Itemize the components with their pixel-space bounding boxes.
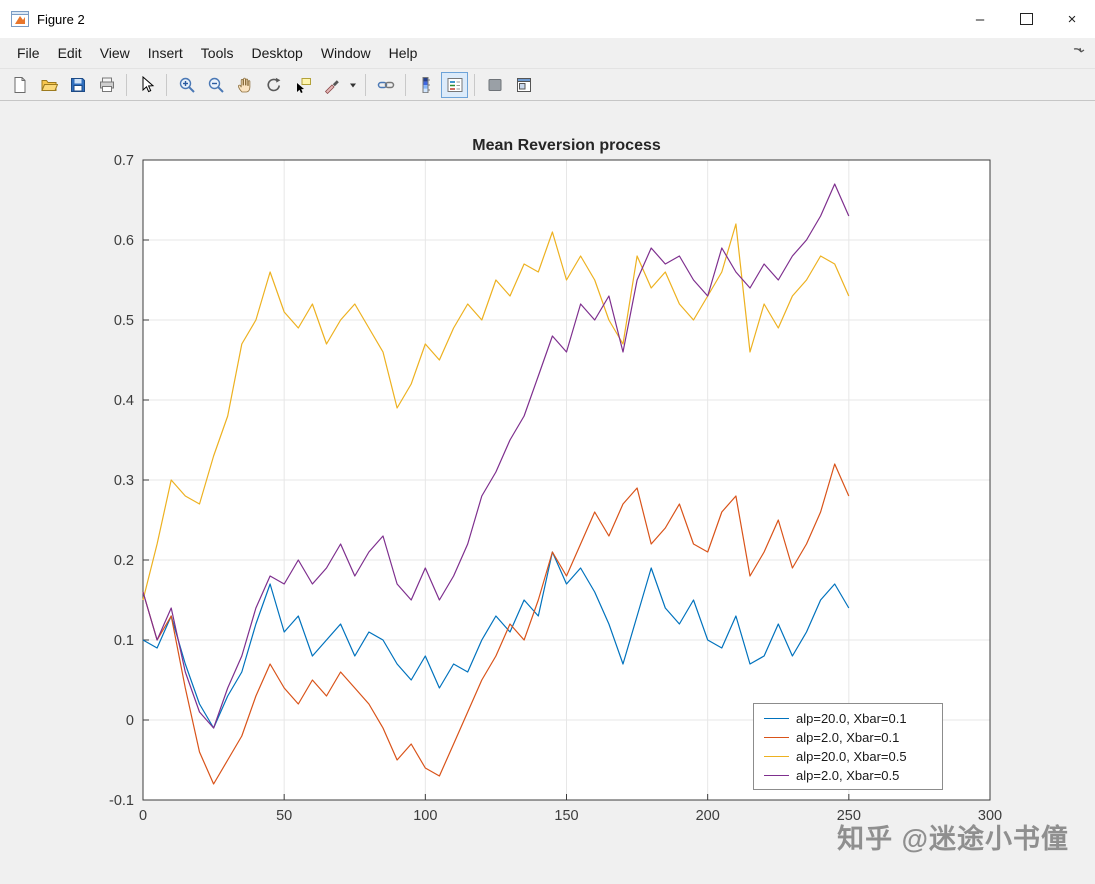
brush-data-button[interactable] <box>318 72 345 98</box>
brush-icon <box>324 79 339 94</box>
legend-label: alp=2.0, Xbar=0.5 <box>796 768 900 783</box>
svg-text:0.6: 0.6 <box>114 233 134 249</box>
hide-plot-tools-icon <box>488 78 501 91</box>
toolbar-separator <box>474 73 475 96</box>
menu-view[interactable]: View <box>99 45 130 61</box>
hand-pan-icon <box>237 77 250 92</box>
close-button[interactable]: × <box>1049 0 1095 38</box>
menubar-overflow-icon[interactable] <box>1071 44 1087 60</box>
brush-dropdown-button[interactable] <box>347 72 359 98</box>
legend-line-swatch <box>764 756 789 757</box>
rotate-3d-icon <box>266 77 280 91</box>
print-figure-button[interactable] <box>93 72 120 98</box>
svg-text:0: 0 <box>126 713 134 729</box>
menu-tools[interactable]: Tools <box>200 45 234 61</box>
open-file-button[interactable] <box>35 72 62 98</box>
link-chain-icon <box>377 81 394 88</box>
toolbar-separator <box>166 73 167 96</box>
maximize-button[interactable] <box>1003 0 1049 38</box>
series-line-1 <box>142 463 850 785</box>
plot-title: Mean Reversion process <box>472 137 661 154</box>
hide-plot-tools-button[interactable] <box>481 72 508 98</box>
svg-text:0.4: 0.4 <box>114 393 134 409</box>
menu-help[interactable]: Help <box>388 45 418 61</box>
legend-icon <box>447 77 462 92</box>
svg-text:100: 100 <box>413 808 437 824</box>
pan-button[interactable] <box>231 72 258 98</box>
legend[interactable]: alp=20.0, Xbar=0.1 alp=2.0, Xbar=0.1 alp… <box>753 703 943 790</box>
figure-canvas: 0 50 100 150 200 250 300 -0.1 0 0.1 0.2 0.3 0.4 0.5 0.… <box>0 101 1095 884</box>
save-figure-button[interactable] <box>64 72 91 98</box>
series-line-0 <box>142 551 850 729</box>
legend-label: alp=2.0, Xbar=0.1 <box>796 730 900 745</box>
legend-label: alp=20.0, Xbar=0.5 <box>796 749 907 764</box>
data-cursor-icon <box>296 77 311 93</box>
svg-text:0.5: 0.5 <box>114 313 134 329</box>
data-cursor-button[interactable] <box>289 72 316 98</box>
printer-icon <box>99 77 114 92</box>
svg-text:0.1: 0.1 <box>114 633 134 649</box>
svg-text:-0.1: -0.1 <box>109 793 134 809</box>
titlebar: Figure 2 – × <box>0 0 1095 38</box>
window-title: Figure 2 <box>37 11 85 27</box>
series-line-3 <box>142 183 850 729</box>
figure-toolbar <box>0 68 1095 101</box>
zoom-out-icon <box>208 77 224 93</box>
menu-desktop[interactable]: Desktop <box>251 45 303 61</box>
legend-entry: alp=2.0, Xbar=0.5 <box>754 766 942 785</box>
chevron-down-icon <box>350 83 356 87</box>
svg-text:0: 0 <box>139 808 147 824</box>
zoom-out-button[interactable] <box>202 72 229 98</box>
zoom-in-button[interactable] <box>173 72 200 98</box>
insert-colorbar-button[interactable] <box>412 72 439 98</box>
minimize-button[interactable]: – <box>957 0 1003 38</box>
legend-entry: alp=20.0, Xbar=0.1 <box>754 709 942 728</box>
new-document-icon <box>14 76 25 93</box>
svg-text:0.2: 0.2 <box>114 553 134 569</box>
svg-text:200: 200 <box>696 808 720 824</box>
zoom-in-icon <box>179 77 195 93</box>
dock-figure-button[interactable] <box>510 72 537 98</box>
new-figure-button[interactable] <box>6 72 33 98</box>
legend-line-swatch <box>764 737 789 738</box>
save-floppy-icon <box>70 77 85 92</box>
menu-file[interactable]: File <box>17 45 40 61</box>
link-plot-button[interactable] <box>372 72 399 98</box>
menu-window[interactable]: Window <box>320 45 371 61</box>
legend-entry: alp=20.0, Xbar=0.5 <box>754 747 942 766</box>
svg-text:250: 250 <box>837 808 861 824</box>
window-controls: – × <box>957 0 1095 38</box>
legend-entry: alp=2.0, Xbar=0.1 <box>754 728 942 747</box>
toolbar-separator <box>365 73 366 96</box>
arrow-cursor-icon <box>142 75 154 92</box>
edit-plot-button[interactable] <box>133 72 160 98</box>
toolbar-separator <box>126 73 127 96</box>
insert-legend-button[interactable] <box>441 71 468 98</box>
legend-line-swatch <box>764 775 789 776</box>
legend-label: alp=20.0, Xbar=0.1 <box>796 711 907 726</box>
maximize-icon <box>1019 13 1033 25</box>
toolbar-separator <box>405 73 406 96</box>
svg-text:0.7: 0.7 <box>114 153 134 169</box>
menu-edit[interactable]: Edit <box>57 45 82 61</box>
open-folder-icon <box>40 79 58 91</box>
menu-insert[interactable]: Insert <box>147 45 183 61</box>
series-line-2 <box>142 223 850 601</box>
watermark-text: 知乎 @迷途小书僮 <box>837 824 1069 854</box>
svg-text:50: 50 <box>276 808 292 824</box>
svg-text:150: 150 <box>554 808 578 824</box>
matlab-figure-icon <box>11 11 29 27</box>
menubar: File Edit View Insert Tools Desktop Wind… <box>0 38 1095 68</box>
svg-text:300: 300 <box>978 808 1002 824</box>
rotate-3d-button[interactable] <box>260 72 287 98</box>
colorbar-icon <box>422 76 430 93</box>
legend-line-swatch <box>764 718 789 719</box>
dock-window-icon <box>516 77 531 92</box>
svg-text:0.3: 0.3 <box>114 473 134 489</box>
plot-area[interactable]: 0 50 100 150 200 250 300 -0.1 0 0.1 0.2 0.3 0.4 0.5 0.… <box>0 101 1095 884</box>
